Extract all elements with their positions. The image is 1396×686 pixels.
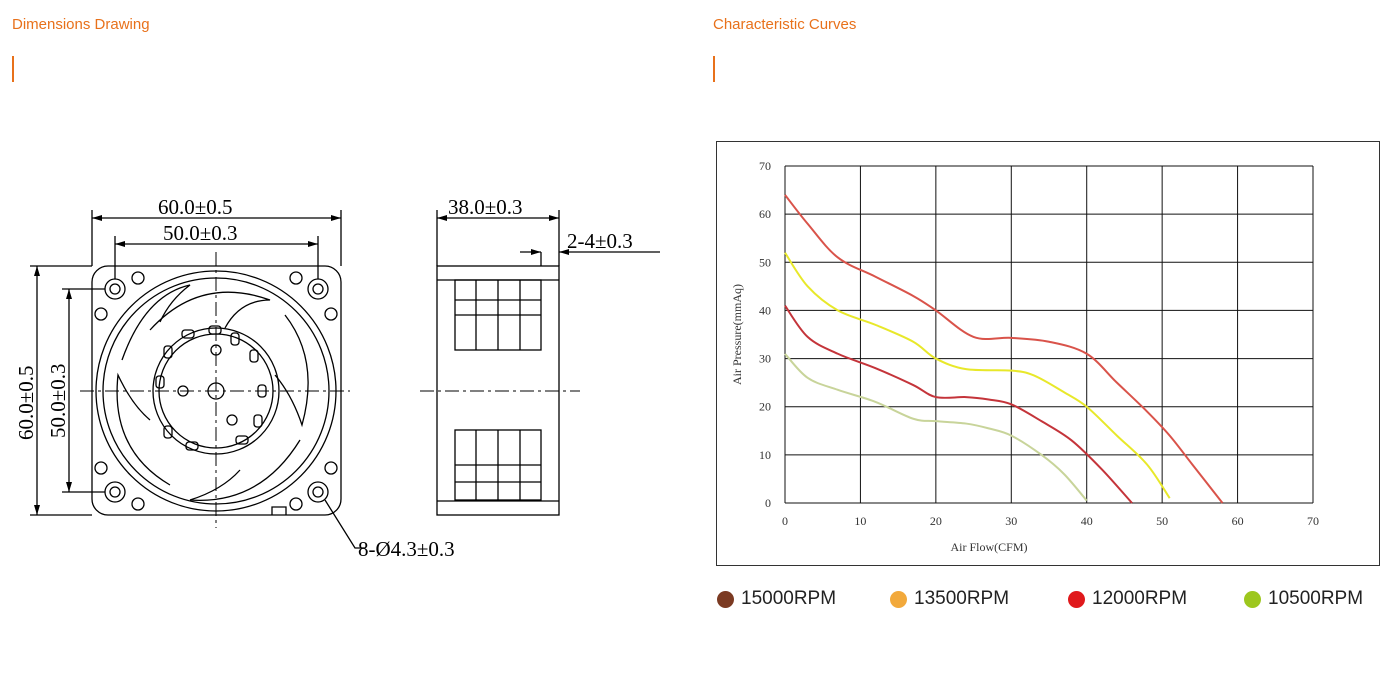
chart-plot: 0 10 20 30 40 50 60 70 0 10 20 30 40 50 60 70 Air Flow(C… <box>730 159 1319 554</box>
legend-item-10500: 10500RPM <box>1244 588 1363 610</box>
characteristic-curves-chart: 0 10 20 30 40 50 60 70 0 10 20 30 40 50 60 70 Air Flow(C… <box>716 141 1380 566</box>
flange-dimension: 2-4±0.3 <box>567 229 633 253</box>
characteristic-curves-title: Characteristic Curves <box>713 16 857 33</box>
legend-label-12000: 12000RPM <box>1092 588 1188 609</box>
legend-label-13500: 13500RPM <box>914 588 1010 609</box>
x-tick-label-0: 0 <box>782 514 788 528</box>
overall-width-dimension: 60.0±0.5 <box>158 195 233 219</box>
curves-title-accent <box>713 56 715 82</box>
dimension-arrows <box>34 215 569 515</box>
x-tick-label-70: 70 <box>1307 514 1319 528</box>
y-tick-label-60: 60 <box>759 207 771 221</box>
curve-10500RPM <box>784 353 1088 502</box>
fan-side-view <box>436 265 560 516</box>
legend-item-13500: 13500RPM <box>890 588 1009 610</box>
legend-item-15000: 15000RPM <box>717 588 836 610</box>
legend-label-10500: 10500RPM <box>1268 588 1364 609</box>
legend-swatch-13500 <box>890 590 907 608</box>
x-tick-label-10: 10 <box>854 514 866 528</box>
curve-15000RPM <box>784 194 1224 504</box>
y-tick-label-20: 20 <box>759 400 771 414</box>
x-tick-label-50: 50 <box>1156 514 1168 528</box>
dimensions-title-accent <box>12 56 14 82</box>
y-tick-label-10: 10 <box>759 448 771 462</box>
curve-12000RPM <box>784 305 1133 504</box>
legend-swatch-15000 <box>717 590 734 608</box>
y-tick-label-30: 30 <box>759 352 771 366</box>
side-view-ribs <box>454 279 542 501</box>
x-tick-label-40: 40 <box>1081 514 1093 528</box>
hole-diameter-dimension: 8-Ø4.3±0.3 <box>358 537 455 561</box>
depth-dimension: 38.0±0.3 <box>448 195 523 219</box>
y-tick-label-0: 0 <box>765 496 771 510</box>
x-axis-label: Air Flow(CFM) <box>950 540 1027 554</box>
y-tick-label-50: 50 <box>759 255 771 269</box>
y-tick-label-40: 40 <box>759 303 771 317</box>
dimensions-drawing-title: Dimensions Drawing <box>12 16 150 33</box>
legend-label-15000: 15000RPM <box>741 588 837 609</box>
dimensions-drawing: 60.0±0.5 50.0±0.3 38.0±0.3 2-4±0.3 8-Ø4.… <box>14 195 660 561</box>
overall-height-dimension: 60.0±0.5 <box>14 365 38 440</box>
legend-swatch-12000 <box>1068 590 1085 608</box>
legend-swatch-10500 <box>1244 590 1261 608</box>
curve-13500RPM <box>784 252 1171 499</box>
y-tick-label-70: 70 <box>759 159 771 173</box>
hole-spacing-width-dimension: 50.0±0.3 <box>163 221 238 245</box>
x-tick-label-20: 20 <box>930 514 942 528</box>
x-tick-label-30: 30 <box>1005 514 1017 528</box>
x-tick-label-60: 60 <box>1232 514 1244 528</box>
legend-item-12000: 12000RPM <box>1068 588 1187 610</box>
hole-spacing-height-dimension: 50.0±0.3 <box>46 363 70 438</box>
y-axis-label: Air Pressure(mmAq) <box>730 284 744 385</box>
fan-blades <box>116 284 309 501</box>
